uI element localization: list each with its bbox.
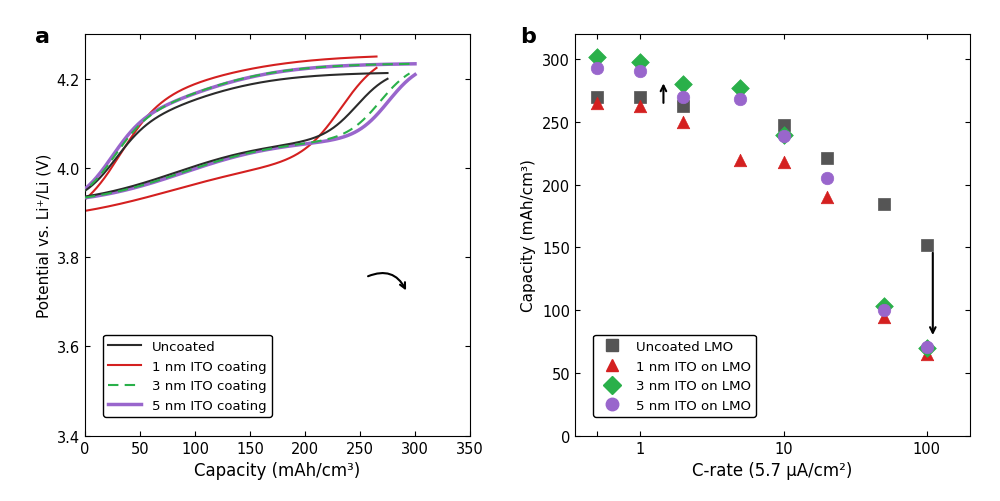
Point <box>819 175 835 183</box>
Point <box>819 155 835 163</box>
Y-axis label: Capacity (mAh/cm³): Capacity (mAh/cm³) <box>521 159 536 312</box>
Point <box>589 94 605 102</box>
Point <box>919 351 935 359</box>
X-axis label: Capacity (mAh/cm³): Capacity (mAh/cm³) <box>194 461 361 479</box>
Point <box>919 343 935 351</box>
Text: a: a <box>35 27 50 47</box>
Text: b: b <box>520 27 536 47</box>
Point <box>919 344 935 352</box>
Point <box>776 159 792 167</box>
Point <box>675 102 691 110</box>
Point <box>632 94 648 102</box>
Point <box>675 81 691 89</box>
X-axis label: C-rate (5.7 μA/cm²): C-rate (5.7 μA/cm²) <box>692 461 853 479</box>
Point <box>675 94 691 102</box>
Point <box>876 307 892 315</box>
Point <box>776 132 792 140</box>
Point <box>732 156 748 164</box>
Point <box>589 65 605 73</box>
Point <box>776 121 792 129</box>
Y-axis label: Potential vs. Li⁺/Li (V): Potential vs. Li⁺/Li (V) <box>36 153 51 318</box>
Point <box>819 194 835 202</box>
Point <box>876 303 892 311</box>
Point <box>675 119 691 127</box>
Point <box>632 59 648 67</box>
Legend: Uncoated, 1 nm ITO coating, 3 nm ITO coating, 5 nm ITO coating: Uncoated, 1 nm ITO coating, 3 nm ITO coa… <box>103 335 272 417</box>
Point <box>876 200 892 208</box>
Point <box>632 102 648 110</box>
Point <box>732 85 748 93</box>
Point <box>876 313 892 321</box>
Point <box>919 241 935 249</box>
Point <box>732 96 748 104</box>
Point <box>589 100 605 108</box>
Legend: Uncoated LMO, 1 nm ITO on LMO, 3 nm ITO on LMO, 5 nm ITO on LMO: Uncoated LMO, 1 nm ITO on LMO, 3 nm ITO … <box>593 335 756 417</box>
Point <box>589 54 605 62</box>
Point <box>776 131 792 139</box>
Point <box>632 67 648 75</box>
